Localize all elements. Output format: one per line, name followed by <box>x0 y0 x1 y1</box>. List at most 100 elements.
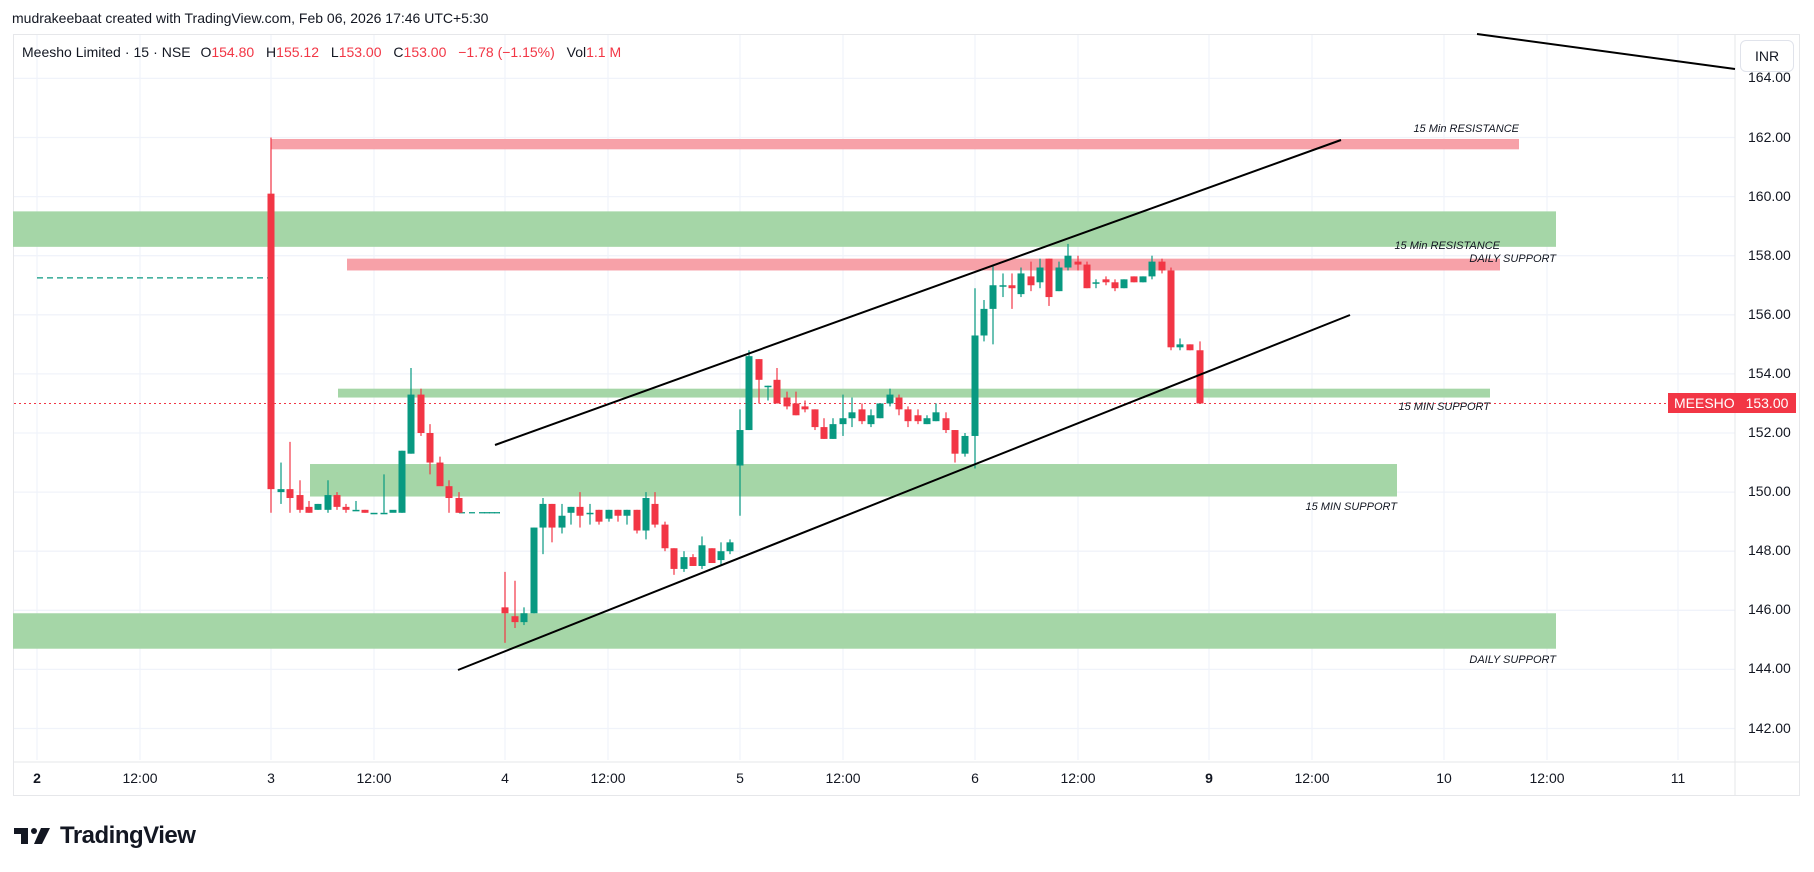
zone-label: DAILY SUPPORT <box>1469 253 1556 265</box>
candle-up <box>764 385 772 388</box>
candle-down <box>426 433 434 463</box>
time-tick-label: 12:00 <box>1529 770 1565 786</box>
time-tick-label: 3 <box>267 770 275 786</box>
candle-up <box>567 506 575 513</box>
volume-label: Vol <box>566 44 587 60</box>
candle-down <box>1186 344 1194 351</box>
candle-up <box>1139 276 1147 283</box>
candle-down <box>792 403 800 416</box>
currency-button[interactable]: INR <box>1740 40 1794 72</box>
candle-up <box>370 512 378 515</box>
price-tick-label: 164.00 <box>1748 69 1791 86</box>
candle-up <box>324 495 332 510</box>
candle-up <box>1092 282 1100 284</box>
candle-down <box>942 418 950 431</box>
symbol-name[interactable]: Meesho Limited <box>22 44 121 60</box>
candle-down <box>1074 261 1082 265</box>
high-label: H <box>266 44 277 60</box>
candle-up <box>352 509 360 512</box>
candle-up <box>680 557 688 569</box>
price-tick-label: 160.00 <box>1748 187 1791 204</box>
zone-label: 15 Min RESISTANCE <box>1413 123 1519 135</box>
time-tick-label: 12:00 <box>356 770 392 786</box>
candle-down <box>914 415 922 422</box>
candle-up <box>932 412 940 422</box>
candle-up <box>530 527 538 614</box>
time-tick-label: 9 <box>1205 770 1213 786</box>
zone-label: 15 MIN SUPPORT <box>1305 501 1398 513</box>
candle-up <box>277 489 285 493</box>
candle-down <box>783 397 791 407</box>
price-tick-label: 146.00 <box>1748 601 1791 618</box>
price-tick-label: 148.00 <box>1748 542 1791 559</box>
time-tick-label: 12:00 <box>825 770 861 786</box>
candle-up <box>839 418 847 425</box>
candle-down <box>801 406 809 410</box>
price-tick-label: 156.00 <box>1748 305 1791 322</box>
open-label: O <box>200 44 212 60</box>
candle-up <box>971 335 979 436</box>
candle-down <box>670 548 678 569</box>
price-tick-label: 142.00 <box>1748 719 1791 736</box>
channel-lower-trendline <box>457 314 1351 671</box>
volume-value: 1.1 M <box>586 44 622 60</box>
candle-down <box>501 607 509 614</box>
candle-down <box>651 503 659 525</box>
candle-up <box>1017 273 1025 295</box>
candle-up <box>745 356 753 431</box>
time-tick-label: 10 <box>1436 770 1452 786</box>
close-value: 153.00 <box>403 44 447 60</box>
time-tick-label: 2 <box>33 770 41 786</box>
candle-down <box>1083 264 1091 289</box>
candle-down <box>811 409 819 428</box>
zone-label: 15 Min RESISTANCE <box>1394 240 1500 252</box>
candle-down <box>296 495 304 510</box>
candle-down <box>445 486 453 499</box>
candle-up <box>726 542 734 552</box>
support-zone <box>338 388 1490 398</box>
exchange: NSE <box>161 44 191 60</box>
candle-down <box>333 495 341 507</box>
time-tick-label: 12:00 <box>590 770 626 786</box>
channel-upper-trendline <box>494 139 1342 446</box>
candle-down <box>904 409 912 422</box>
candle-down <box>1102 279 1110 283</box>
top-right-line-trendline <box>1476 33 1736 70</box>
candle-up <box>407 394 415 454</box>
candle-up <box>642 498 650 531</box>
candle-up <box>1055 267 1063 292</box>
candle-up <box>876 403 884 419</box>
candle-up <box>1176 344 1184 348</box>
candle-down <box>614 509 622 516</box>
tradingview-logo-icon <box>14 828 50 844</box>
candle-up <box>623 509 631 516</box>
candle-down <box>436 462 444 487</box>
candle-down <box>708 548 716 564</box>
candle-up <box>1064 255 1072 268</box>
candle-up <box>314 503 322 510</box>
candle-up <box>380 512 388 515</box>
price-tick-label: 144.00 <box>1748 660 1791 677</box>
candle-down <box>820 427 828 439</box>
candle-up <box>829 424 837 439</box>
interval[interactable]: 15 <box>133 44 150 60</box>
candle-down <box>548 503 556 528</box>
candle-up <box>398 450 406 513</box>
change-value: −1.78 (−1.15%) <box>458 44 555 60</box>
candle-down <box>455 498 463 513</box>
support-zone <box>13 211 1556 247</box>
tradingview-logo[interactable]: TradingView <box>14 822 196 850</box>
candle-up <box>539 503 547 528</box>
candle-down <box>1130 276 1138 283</box>
candle-up <box>698 545 706 566</box>
chart-frame[interactable] <box>13 34 1800 796</box>
zone-label: DAILY SUPPORT <box>1469 654 1556 666</box>
candle-up <box>717 551 725 561</box>
price-tick-label: 150.00 <box>1748 483 1791 500</box>
symbol-price-tag: MEESHO <box>1668 393 1741 413</box>
time-tick-label: 12:00 <box>1294 770 1330 786</box>
time-tick-label: 12:00 <box>122 770 158 786</box>
candle-down <box>951 430 959 454</box>
candle-down <box>305 506 313 513</box>
